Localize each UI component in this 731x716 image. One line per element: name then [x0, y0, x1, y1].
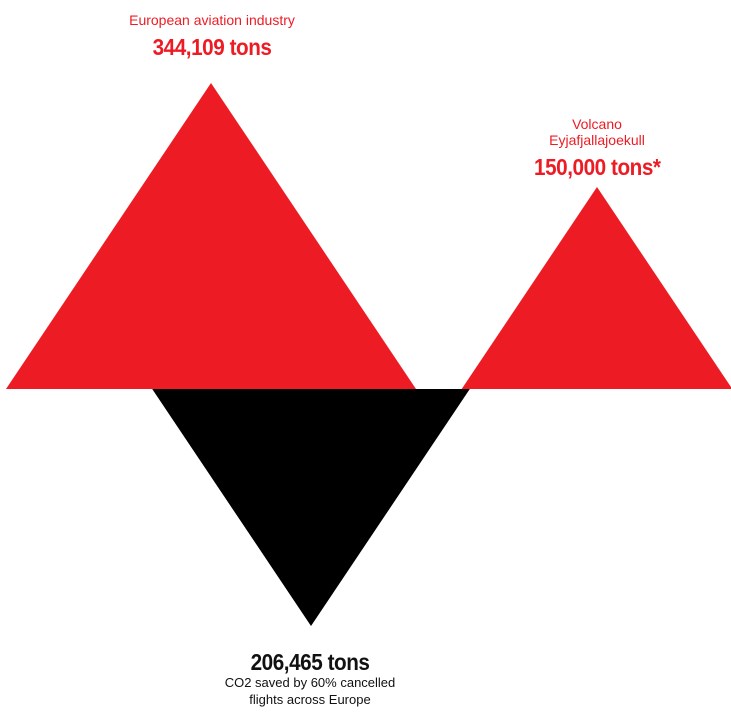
volcano-triangle [461, 187, 731, 389]
aviation-label-group: European aviation industry 344,109 tons [62, 12, 362, 61]
aviation-label: European aviation industry [129, 12, 295, 28]
volcano-label-line-2: Eyjafjallajoekull [549, 132, 645, 149]
saved-value-label: 206,465 tons [250, 649, 370, 675]
saved-triangle [152, 389, 470, 626]
saved-caption-line-2: flights across Europe [249, 691, 371, 707]
volcano-label-line-1: Volcano [572, 116, 622, 132]
saved-label-group: 206,465 tons CO2 saved by 60% cancelled … [160, 649, 460, 708]
aviation-value-label: 344,109 tons [152, 34, 272, 61]
aviation-triangle [6, 83, 416, 389]
saved-caption-line-1: CO2 saved by 60% cancelled [224, 675, 396, 691]
volcano-value-label: 150,000 tons* [533, 154, 661, 181]
volcano-label-group: Volcano Eyjafjallajoekull 150,000 tons* [447, 116, 731, 181]
